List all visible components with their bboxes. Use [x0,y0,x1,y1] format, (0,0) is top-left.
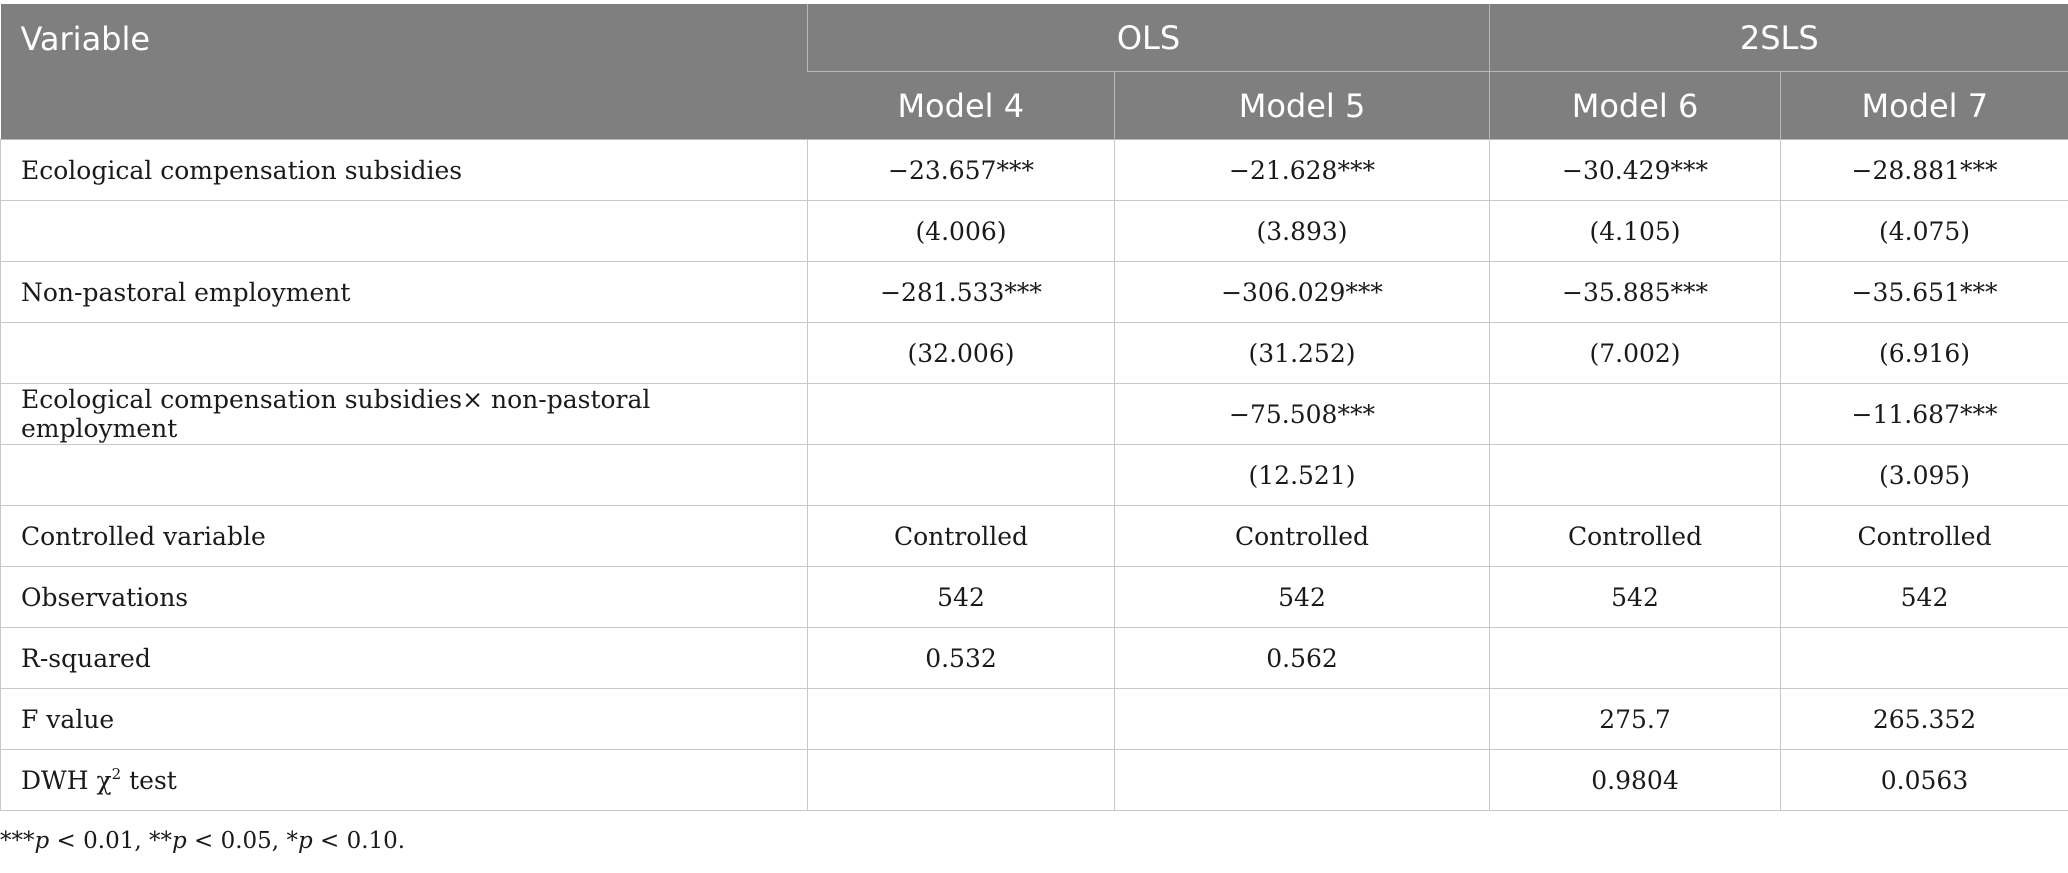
row-label: DWH χ2 test [0,749,808,811]
row-label [0,200,808,262]
table-cell: 265.352 [1780,688,2068,750]
table-row: DWH χ2 test 0.9804 0.0563 [0,749,2068,811]
table-cell [807,688,1115,750]
table-cell: 0.532 [807,627,1115,689]
table-cell: −306.029*** [1113,261,1491,323]
table-row: R-squared 0.532 0.562 [0,627,2068,689]
table-cell [1489,383,1782,445]
row-label: Ecological compensation subsidies× non-p… [0,383,808,445]
table-cell [1113,749,1491,811]
table-cell: (4.105) [1489,200,1782,262]
row-label [0,444,808,506]
table-row: Non-pastoral employment −281.533*** −306.0… [0,261,2068,323]
table-cell: (32.006) [807,322,1115,384]
table-cell: Controlled [807,505,1115,567]
table-cell: (12.521) [1113,444,1491,506]
model-5-header: Model 5 [1113,71,1490,140]
table-cell [1489,627,1782,689]
footnote-part: **p < 0.05, [148,828,287,854]
table-cell: −30.429*** [1489,139,1782,201]
table-row: (4.006) (3.893) (4.105) (4.075) [0,200,2068,262]
table-cell [807,749,1115,811]
table-cell: −35.885*** [1489,261,1782,323]
model-6-header: Model 6 [1489,71,1781,140]
row-label: R-squared [0,627,808,689]
table-row: Observations 542 542 542 542 [0,566,2068,628]
table-cell: Controlled [1489,505,1782,567]
table-row: Controlled variable Controlled Controlled C… [0,505,2068,567]
table-row: Ecological compensation subsidies× non-p… [0,383,2068,445]
table-header: Variable OLS 2SLS Model 4 Model 5 Model … [0,4,2068,140]
table-cell: (3.095) [1780,444,2068,506]
table-body: Ecological compensation subsidies −23.657… [0,139,2068,811]
table-cell: −23.657*** [807,139,1115,201]
table-cell: (6.916) [1780,322,2068,384]
ols-group-header: OLS [806,4,1490,72]
footnote-part: ***p < 0.01, [0,828,149,854]
2sls-group-header: 2SLS [1489,4,2068,72]
table-cell: 0.9804 [1489,749,1782,811]
table-cell: −281.533*** [807,261,1115,323]
table-cell: Controlled [1113,505,1491,567]
table-cell: 542 [807,566,1115,628]
table-row: (12.521) (3.095) [0,444,2068,506]
model-4-header: Model 4 [807,71,1115,140]
table-cell: −21.628*** [1113,139,1491,201]
header-row-groups: Variable OLS 2SLS [0,4,2068,140]
table-row: (32.006) (31.252) (7.002) (6.916) [0,322,2068,384]
table-cell [1489,444,1782,506]
table-cell: (3.893) [1113,200,1491,262]
footnote-part: *p < 0.10. [286,828,406,854]
table-cell: −75.508*** [1113,383,1491,445]
model-7-header: Model 7 [1780,71,2068,140]
row-label: Non-pastoral employment [0,261,808,323]
table-row: Ecological compensation subsidies −23.657… [0,139,2068,201]
table-cell: 275.7 [1489,688,1782,750]
table-cell: 542 [1113,566,1491,628]
regression-results-table: Variable OLS 2SLS Model 4 Model 5 Model … [0,4,2068,811]
significance-footnote: ***p < 0.01, **p < 0.05, *p < 0.10. [0,828,405,854]
table-cell: (4.075) [1780,200,2068,262]
table-cell: (4.006) [807,200,1115,262]
table-cell: (7.002) [1489,322,1782,384]
row-label: Ecological compensation subsidies [0,139,808,201]
table-cell: (31.252) [1113,322,1491,384]
row-label [0,322,808,384]
table-cell: 0.562 [1113,627,1491,689]
table-cell: 0.0563 [1780,749,2068,811]
table-cell: −35.651*** [1780,261,2068,323]
table-cell: −28.881*** [1780,139,2068,201]
table-cell: 542 [1489,566,1782,628]
row-label: F value [0,688,808,750]
row-label: Observations [0,566,808,628]
table-cell: 542 [1780,566,2068,628]
table-cell [1113,688,1491,750]
table-row: F value 275.7 265.352 [0,688,2068,750]
table-cell [807,383,1115,445]
table-cell: Controlled [1780,505,2068,567]
row-label: Controlled variable [0,505,808,567]
variable-column-header: Variable [0,4,808,140]
table-cell [1780,627,2068,689]
table-cell: −11.687*** [1780,383,2068,445]
table-cell [807,444,1115,506]
